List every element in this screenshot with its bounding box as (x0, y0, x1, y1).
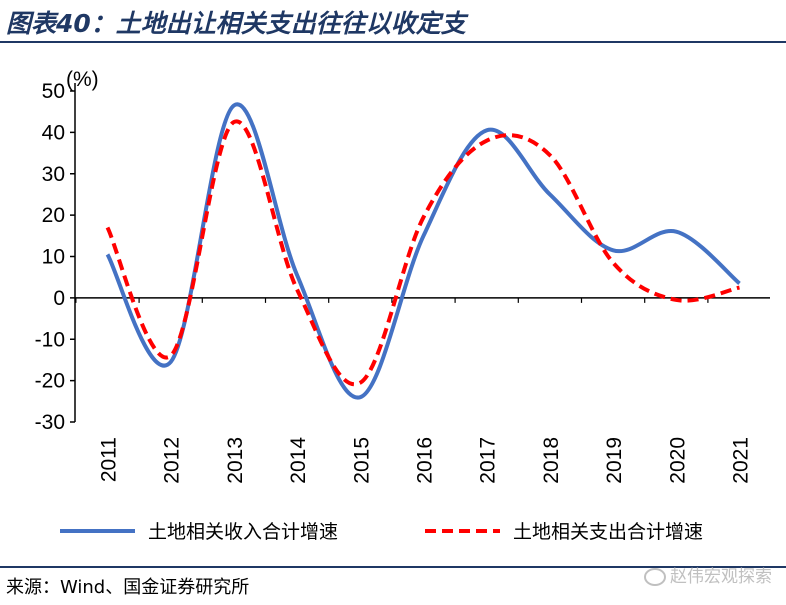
x-tick-label: 2016 (414, 437, 437, 484)
chart-svg: 50 40 30 20 10 0 -10 -20 -30 (%) 2011 2012 2013 2014 2… (35, 68, 770, 543)
x-tick-label: 2014 (287, 437, 310, 484)
x-tick-label: 2017 (477, 437, 500, 484)
y-tick-label: 10 (42, 246, 65, 269)
y-tick-label: -20 (35, 370, 65, 393)
watermark: 赵伟宏观探索 (644, 562, 772, 587)
title-divider (0, 41, 786, 43)
y-tick-label: 50 (42, 80, 65, 103)
y-unit-label: (%) (66, 68, 99, 91)
series-line-expense (105, 119, 740, 387)
x-tick-label: 2019 (603, 437, 626, 484)
footer-divider (0, 566, 786, 568)
x-tick-label: 2020 (666, 437, 689, 484)
wechat-icon (644, 568, 666, 586)
source-note: 来源：Wind、国金证券研究所 (6, 577, 250, 598)
series-line-income (105, 102, 741, 400)
legend-label-expense: 土地相关支出合计增速 (513, 521, 703, 543)
chart-title: 图表40：土地出让相关支出往往以收定支 (6, 9, 466, 38)
y-tick-label: 0 (53, 287, 65, 310)
x-tick-label: 2018 (540, 437, 563, 484)
y-tick-label: 20 (42, 204, 65, 227)
x-tick-label: 2015 (350, 437, 373, 484)
x-tick-label: 2012 (161, 437, 184, 484)
legend-label-income: 土地相关收入合计增速 (148, 521, 338, 543)
y-tick-label: -10 (35, 328, 65, 351)
x-tick-label: 2013 (224, 437, 247, 484)
y-tick-label: 30 (42, 163, 65, 186)
y-tick-label: 40 (42, 121, 65, 144)
y-tick-label: -30 (35, 411, 65, 434)
x-tick-label: 2011 (98, 437, 121, 482)
x-tick-label: 2021 (730, 437, 753, 484)
watermark-text: 赵伟宏观探索 (670, 567, 772, 587)
